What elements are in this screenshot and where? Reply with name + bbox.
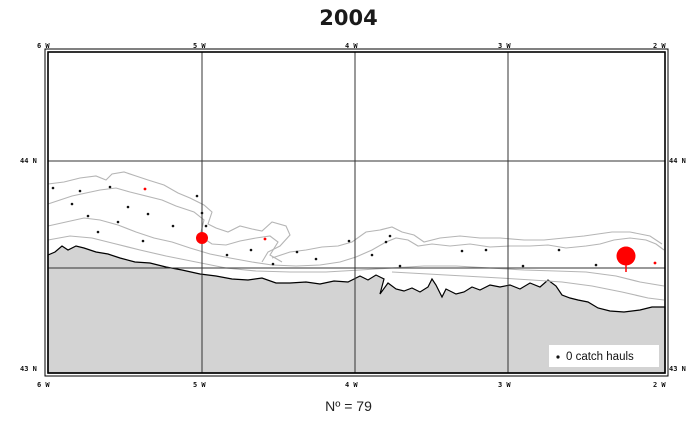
lon-label-top-3w: 3 W [498, 42, 511, 50]
haul-point [398, 264, 402, 268]
haul-point [370, 253, 374, 257]
haul-point [171, 224, 175, 228]
haul-point [146, 212, 150, 216]
haul-point [557, 248, 561, 252]
lon-label-bottom-6w: 6 W [37, 381, 50, 389]
haul-point [78, 189, 82, 193]
lon-label-bottom-3w: 3 W [498, 381, 511, 389]
lat-label-right-44n: 44 N [669, 157, 686, 165]
haul-point [384, 240, 388, 244]
haul-point [96, 230, 100, 234]
haul-point [347, 239, 351, 243]
map-frame [47, 51, 666, 374]
haul-point [521, 264, 525, 268]
lat-label-left-44n: 44 N [20, 157, 37, 165]
lon-label-top-6w: 6 W [37, 42, 50, 50]
legend-label: 0 catch hauls [566, 351, 634, 363]
catch-point-small [653, 261, 657, 265]
haul-count-label: Nº = 79 [325, 398, 372, 414]
haul-point [249, 248, 253, 252]
haul-point [200, 211, 204, 215]
haul-point [484, 248, 488, 252]
haul-point [460, 249, 464, 253]
haul-point [86, 214, 90, 218]
lon-label-top-4w: 4 W [345, 42, 358, 50]
haul-point [108, 185, 112, 189]
haul-point [594, 263, 598, 267]
catch-point-small [263, 237, 267, 241]
zero-catch-hauls [51, 185, 598, 268]
legend-box [549, 345, 659, 367]
haul-point [225, 253, 229, 257]
lon-label-top-5w: 5 W [193, 42, 206, 50]
haul-point [116, 220, 120, 224]
lon-label-bottom-5w: 5 W [193, 381, 206, 389]
lon-label-bottom-4w: 4 W [345, 381, 358, 389]
lon-label-bottom-2w: 2 W [653, 381, 666, 389]
catch-point-medium [196, 232, 208, 244]
graticule-lines [48, 52, 665, 373]
map-title: 2004 [319, 6, 378, 30]
haul-point [204, 224, 208, 228]
lon-label-top-2w: 2 W [653, 42, 666, 50]
haul-point [70, 202, 74, 206]
haul-point [141, 239, 145, 243]
haul-point [195, 194, 199, 198]
catch-point-small [143, 187, 147, 191]
haul-point [388, 234, 392, 238]
lat-label-left-43n: 43 N [20, 365, 37, 373]
catch-hauls [143, 187, 657, 272]
legend-dot-icon [556, 355, 560, 359]
haul-point [126, 205, 130, 209]
haul-point [51, 186, 55, 190]
haul-point [271, 262, 275, 266]
catch-point-large [616, 246, 636, 266]
lat-label-right-43n: 43 N [669, 365, 686, 373]
haul-point [314, 257, 318, 261]
haul-point [295, 250, 299, 254]
